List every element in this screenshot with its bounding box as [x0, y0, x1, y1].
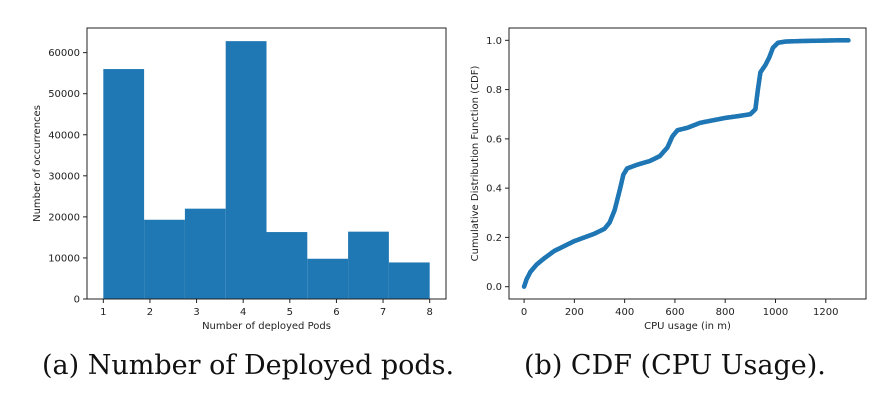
left-chart-x-axis-label: Number of deployed Pods — [202, 321, 331, 332]
left-chart-x-tick-label: 3 — [193, 307, 199, 318]
histogram-bar — [103, 69, 145, 299]
left-chart-y-tick-label: 50000 — [48, 89, 80, 100]
cdf-series — [521, 38, 851, 289]
right-chart-x-tick-label: 400 — [615, 307, 634, 318]
histogram-bar — [184, 208, 226, 299]
histogram-bar — [266, 232, 308, 299]
histogram-bar — [307, 258, 349, 299]
left-chart-y-tick-label: 60000 — [48, 48, 80, 59]
right-chart-x-tick-label: 0 — [521, 307, 527, 318]
left-chart-x-tick-label: 7 — [380, 307, 386, 318]
left-chart-y-tick-label: 0 — [74, 295, 80, 306]
right-chart-x-tick-label: 200 — [565, 307, 584, 318]
left-chart-x-tick-label: 6 — [333, 307, 339, 318]
left-chart-y-tick-label: 20000 — [48, 212, 80, 223]
left-chart-x-tick-label: 5 — [287, 307, 293, 318]
right-chart-y-axis-label: Cumulative Distribution Function (CDF) — [470, 66, 481, 262]
left-chart-x-tick-label: 2 — [147, 307, 153, 318]
histogram-bar — [348, 231, 389, 299]
right-chart-x-tick-label: 1200 — [813, 307, 838, 318]
left-chart-axes-frame — [86, 27, 447, 300]
right-chart-axes-frame — [508, 27, 867, 300]
left-chart-y-tick-label: 40000 — [48, 130, 80, 141]
caption-right: (b) CDF (CPU Usage). — [524, 350, 826, 381]
cdf-point — [846, 38, 851, 43]
right-chart-y-tick-label: 0.4 — [486, 184, 502, 195]
left-chart-y-tick-label: 30000 — [48, 171, 80, 182]
histogram-bar — [225, 41, 267, 299]
right-chart-y-tick-label: 0.6 — [486, 134, 502, 145]
right-chart-x-tick-label: 800 — [716, 307, 735, 318]
left-chart-x-tick-label: 4 — [240, 307, 246, 318]
figure: 1 2 3 4 5 6 7 80100002000030000400005000060000N… — [32, 27, 867, 332]
left-chart-x-tick-label: 8 — [426, 307, 432, 318]
left-chart-y-axis-label: Number of occurrences — [32, 105, 43, 222]
right-chart-y-tick-label: 0.8 — [486, 85, 502, 96]
right-chart-x-axis-label: CPU usage (in m) — [644, 321, 731, 332]
right-chart-y-tick-label: 1.0 — [486, 36, 502, 47]
left-chart-y-tick-label: 10000 — [48, 253, 80, 264]
histogram-bar — [388, 262, 430, 299]
right-chart-x-tick-label: 600 — [665, 307, 684, 318]
left-chart-x-tick-label: 1 — [100, 307, 106, 318]
right-chart-y-tick-label: 0.2 — [486, 233, 502, 244]
right-chart-x-tick-label: 1000 — [763, 307, 788, 318]
right-chart-y-tick-label: 0.0 — [486, 282, 502, 293]
caption-left: (a) Number of Deployed pods. — [42, 350, 455, 381]
histogram-bar — [144, 219, 185, 299]
